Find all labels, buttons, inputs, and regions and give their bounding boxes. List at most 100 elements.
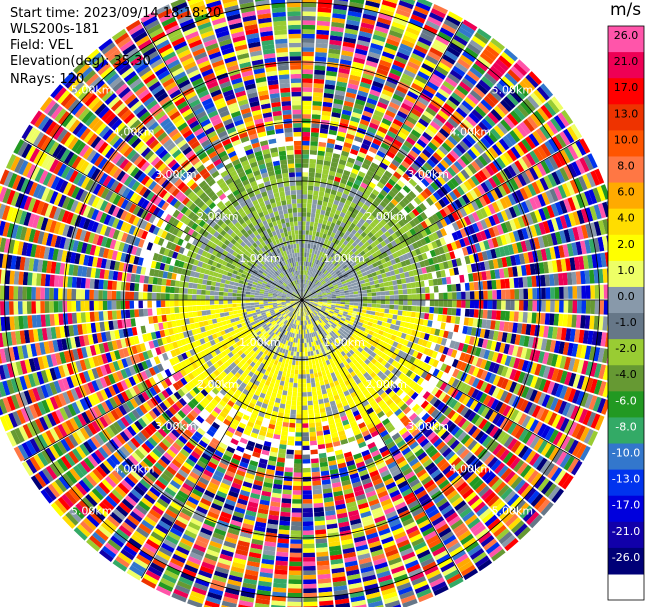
velocity-gate bbox=[432, 4, 448, 15]
velocity-gate bbox=[384, 267, 390, 273]
velocity-gate bbox=[342, 45, 355, 53]
velocity-gate bbox=[309, 248, 313, 254]
velocity-gate bbox=[362, 296, 368, 300]
velocity-gate bbox=[302, 2, 317, 8]
velocity-gate bbox=[368, 264, 374, 270]
velocity-gate bbox=[298, 360, 302, 366]
velocity-gate bbox=[290, 525, 302, 531]
velocity-gate bbox=[461, 77, 475, 89]
velocity-gate bbox=[540, 313, 546, 325]
velocity-gate bbox=[437, 314, 443, 322]
velocity-gate bbox=[291, 396, 297, 401]
velocity-gate bbox=[528, 71, 542, 85]
velocity-gate bbox=[431, 213, 440, 223]
velocity-gate bbox=[460, 169, 470, 180]
velocity-gate bbox=[413, 159, 423, 168]
velocity-gate bbox=[306, 275, 309, 280]
velocity-gate bbox=[456, 84, 469, 96]
velocity-gate bbox=[441, 315, 447, 323]
velocity-gate bbox=[316, 163, 323, 170]
velocity-gate bbox=[533, 148, 544, 162]
velocity-gate bbox=[496, 157, 506, 169]
velocity-gate bbox=[302, 56, 314, 61]
velocity-gate bbox=[437, 61, 451, 73]
velocity-gate bbox=[311, 359, 316, 365]
velocity-gate bbox=[405, 169, 414, 178]
velocity-gate bbox=[308, 355, 312, 361]
velocity-gate bbox=[545, 287, 551, 299]
velocity-gate bbox=[522, 77, 536, 91]
velocity-gate bbox=[314, 249, 318, 255]
velocity-gate bbox=[302, 499, 313, 504]
velocity-gate bbox=[434, 293, 439, 300]
velocity-gate bbox=[508, 206, 517, 219]
velocity-gate bbox=[357, 151, 367, 159]
velocity-gate bbox=[408, 133, 419, 142]
velocity-gate bbox=[358, 30, 373, 39]
velocity-gate bbox=[321, 115, 331, 121]
velocity-gate bbox=[469, 89, 483, 102]
velocity-gate bbox=[330, 247, 335, 253]
velocity-gate bbox=[384, 304, 390, 309]
velocity-gate bbox=[402, 310, 407, 317]
velocity-gate bbox=[544, 274, 550, 287]
velocity-gate bbox=[441, 277, 447, 285]
velocity-gate bbox=[474, 59, 489, 72]
velocity-gate bbox=[377, 204, 385, 212]
velocity-gate bbox=[327, 134, 337, 140]
velocity-gate bbox=[536, 86, 550, 101]
velocity-gate bbox=[353, 305, 359, 309]
velocity-gate bbox=[337, 76, 348, 83]
velocity-gate bbox=[416, 294, 421, 300]
velocity-gate bbox=[288, 570, 302, 576]
velocity-gate bbox=[336, 258, 342, 263]
velocity-gate bbox=[459, 140, 470, 151]
velocity-gate bbox=[575, 159, 586, 175]
velocity-gate bbox=[540, 274, 546, 287]
velocity-gate bbox=[380, 189, 388, 197]
velocity-gate bbox=[507, 193, 517, 206]
velocity-gate bbox=[323, 160, 331, 166]
velocity-gate bbox=[514, 160, 525, 173]
velocity-gate bbox=[337, 163, 346, 170]
velocity-gate bbox=[370, 142, 380, 150]
velocity-gate bbox=[453, 34, 468, 46]
velocity-gate bbox=[356, 190, 364, 197]
velocity-gate bbox=[341, 150, 350, 157]
velocity-gate bbox=[348, 6, 363, 14]
velocity-gate bbox=[284, 471, 293, 477]
velocity-gate bbox=[397, 284, 403, 290]
velocity-gate bbox=[302, 47, 315, 52]
velocity-gate bbox=[420, 300, 426, 306]
velocity-gate bbox=[470, 200, 480, 211]
velocity-gate bbox=[306, 369, 310, 375]
velocity-gate bbox=[343, 37, 357, 44]
velocity-gate bbox=[351, 229, 357, 235]
velocity-gate bbox=[312, 263, 316, 268]
velocity-gate bbox=[474, 158, 485, 169]
velocity-gate bbox=[502, 135, 514, 148]
velocity-gate bbox=[327, 202, 333, 208]
velocity-gate bbox=[369, 89, 381, 97]
velocity-gate bbox=[561, 109, 574, 125]
velocity-gate bbox=[317, 283, 322, 287]
velocity-gate bbox=[400, 102, 412, 112]
velocity-gate bbox=[376, 222, 384, 229]
velocity-gate bbox=[359, 81, 371, 89]
velocity-gate bbox=[363, 247, 370, 254]
velocity-gate bbox=[352, 140, 362, 147]
velocity-gate bbox=[311, 253, 315, 259]
velocity-gate bbox=[526, 116, 539, 130]
velocity-gate bbox=[340, 249, 346, 255]
velocity-gate bbox=[353, 302, 359, 306]
velocity-gate bbox=[410, 162, 420, 172]
velocity-gate bbox=[322, 106, 332, 112]
velocity-gate bbox=[523, 288, 529, 299]
velocity-gate bbox=[392, 118, 404, 127]
velocity-gate bbox=[345, 248, 352, 254]
velocity-gate bbox=[317, 222, 323, 229]
velocity-gate bbox=[288, 579, 302, 585]
velocity-gate bbox=[296, 414, 302, 420]
velocity-gate bbox=[313, 493, 323, 499]
velocity-gate bbox=[379, 287, 385, 292]
